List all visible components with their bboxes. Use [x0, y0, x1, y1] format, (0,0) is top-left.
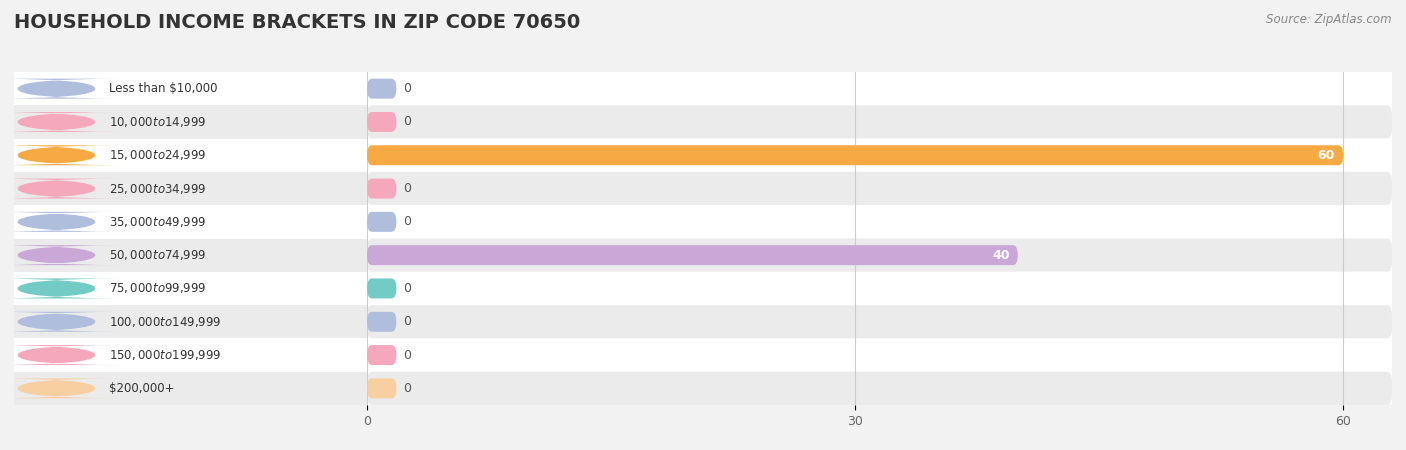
FancyBboxPatch shape — [0, 79, 124, 99]
FancyBboxPatch shape — [0, 112, 124, 132]
Text: $10,000 to $14,999: $10,000 to $14,999 — [110, 115, 207, 129]
Text: 60: 60 — [1317, 149, 1336, 162]
Text: $35,000 to $49,999: $35,000 to $49,999 — [110, 215, 207, 229]
FancyBboxPatch shape — [367, 378, 396, 398]
FancyBboxPatch shape — [0, 245, 124, 265]
FancyBboxPatch shape — [367, 312, 396, 332]
Text: 0: 0 — [404, 382, 411, 395]
Text: HOUSEHOLD INCOME BRACKETS IN ZIP CODE 70650: HOUSEHOLD INCOME BRACKETS IN ZIP CODE 70… — [14, 14, 581, 32]
Bar — [14, 172, 367, 205]
FancyBboxPatch shape — [0, 145, 124, 165]
FancyBboxPatch shape — [367, 272, 1392, 305]
FancyBboxPatch shape — [367, 179, 396, 198]
Text: $100,000 to $149,999: $100,000 to $149,999 — [110, 315, 222, 329]
FancyBboxPatch shape — [0, 212, 124, 232]
Bar — [14, 72, 367, 105]
Bar — [14, 372, 367, 405]
FancyBboxPatch shape — [367, 372, 1392, 405]
FancyBboxPatch shape — [367, 245, 1018, 265]
FancyBboxPatch shape — [367, 345, 396, 365]
Text: 0: 0 — [404, 315, 411, 328]
Text: $150,000 to $199,999: $150,000 to $199,999 — [110, 348, 222, 362]
FancyBboxPatch shape — [0, 345, 124, 365]
Text: 0: 0 — [404, 216, 411, 228]
Text: Less than $10,000: Less than $10,000 — [110, 82, 218, 95]
Text: 40: 40 — [993, 249, 1010, 261]
Text: 0: 0 — [404, 349, 411, 361]
Bar — [14, 105, 367, 139]
Bar — [14, 338, 367, 372]
Bar — [14, 205, 367, 239]
FancyBboxPatch shape — [0, 312, 124, 332]
Text: 0: 0 — [404, 282, 411, 295]
FancyBboxPatch shape — [367, 279, 396, 298]
Text: $25,000 to $34,999: $25,000 to $34,999 — [110, 181, 207, 196]
FancyBboxPatch shape — [367, 105, 1392, 139]
FancyBboxPatch shape — [367, 338, 1392, 372]
FancyBboxPatch shape — [367, 212, 396, 232]
FancyBboxPatch shape — [0, 378, 124, 398]
Bar — [14, 305, 367, 338]
Text: $200,000+: $200,000+ — [110, 382, 174, 395]
Text: $75,000 to $99,999: $75,000 to $99,999 — [110, 281, 207, 296]
Text: 0: 0 — [404, 82, 411, 95]
FancyBboxPatch shape — [367, 72, 1392, 105]
Bar — [14, 272, 367, 305]
FancyBboxPatch shape — [0, 279, 124, 298]
FancyBboxPatch shape — [367, 238, 1392, 272]
Bar — [14, 238, 367, 272]
FancyBboxPatch shape — [0, 179, 124, 198]
Text: $15,000 to $24,999: $15,000 to $24,999 — [110, 148, 207, 162]
Text: 0: 0 — [404, 182, 411, 195]
FancyBboxPatch shape — [367, 139, 1392, 172]
FancyBboxPatch shape — [367, 205, 1392, 239]
Text: Source: ZipAtlas.com: Source: ZipAtlas.com — [1267, 14, 1392, 27]
Bar — [14, 139, 367, 172]
Text: 0: 0 — [404, 116, 411, 128]
FancyBboxPatch shape — [367, 172, 1392, 205]
FancyBboxPatch shape — [367, 79, 396, 99]
FancyBboxPatch shape — [367, 305, 1392, 338]
FancyBboxPatch shape — [367, 112, 396, 132]
Text: $50,000 to $74,999: $50,000 to $74,999 — [110, 248, 207, 262]
FancyBboxPatch shape — [367, 145, 1343, 165]
